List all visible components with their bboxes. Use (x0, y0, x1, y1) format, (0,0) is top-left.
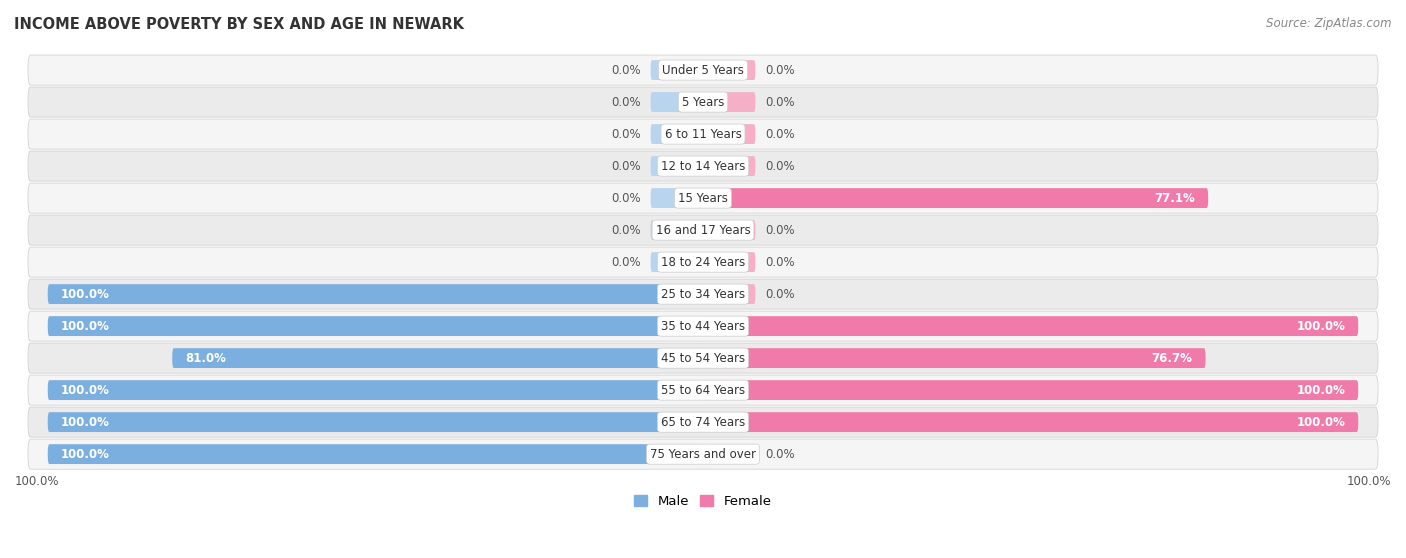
Text: 100.0%: 100.0% (60, 416, 110, 429)
FancyBboxPatch shape (703, 60, 755, 80)
Text: 100.0%: 100.0% (60, 448, 110, 461)
FancyBboxPatch shape (703, 92, 755, 112)
Text: 76.7%: 76.7% (1152, 352, 1192, 364)
Text: 100.0%: 100.0% (60, 320, 110, 333)
FancyBboxPatch shape (28, 279, 1378, 309)
Legend: Male, Female: Male, Female (628, 490, 778, 513)
FancyBboxPatch shape (651, 60, 703, 80)
Text: 65 to 74 Years: 65 to 74 Years (661, 416, 745, 429)
Text: 16 and 17 Years: 16 and 17 Years (655, 224, 751, 237)
Text: 0.0%: 0.0% (765, 128, 794, 141)
Text: 100.0%: 100.0% (60, 383, 110, 397)
FancyBboxPatch shape (703, 220, 755, 240)
Text: 0.0%: 0.0% (765, 64, 794, 76)
FancyBboxPatch shape (703, 252, 755, 272)
FancyBboxPatch shape (703, 348, 1205, 368)
FancyBboxPatch shape (703, 316, 1358, 336)
Text: Under 5 Years: Under 5 Years (662, 64, 744, 76)
Text: 0.0%: 0.0% (765, 287, 794, 301)
Text: 0.0%: 0.0% (612, 224, 641, 237)
Text: 6 to 11 Years: 6 to 11 Years (665, 128, 741, 141)
FancyBboxPatch shape (651, 156, 703, 176)
FancyBboxPatch shape (28, 55, 1378, 85)
Text: 81.0%: 81.0% (186, 352, 226, 364)
Text: 0.0%: 0.0% (765, 160, 794, 172)
FancyBboxPatch shape (28, 215, 1378, 245)
FancyBboxPatch shape (651, 220, 703, 240)
FancyBboxPatch shape (28, 439, 1378, 469)
FancyBboxPatch shape (651, 92, 703, 112)
Text: 100.0%: 100.0% (1296, 383, 1346, 397)
Text: Source: ZipAtlas.com: Source: ZipAtlas.com (1267, 17, 1392, 30)
FancyBboxPatch shape (28, 343, 1378, 373)
Text: 15 Years: 15 Years (678, 191, 728, 205)
FancyBboxPatch shape (28, 407, 1378, 437)
Text: 0.0%: 0.0% (765, 448, 794, 461)
Text: 25 to 34 Years: 25 to 34 Years (661, 287, 745, 301)
FancyBboxPatch shape (651, 188, 703, 208)
Text: 100.0%: 100.0% (15, 475, 59, 488)
FancyBboxPatch shape (703, 156, 755, 176)
FancyBboxPatch shape (703, 124, 755, 144)
FancyBboxPatch shape (651, 252, 703, 272)
Text: 100.0%: 100.0% (1347, 475, 1391, 488)
Text: 100.0%: 100.0% (1296, 320, 1346, 333)
Text: 5 Years: 5 Years (682, 95, 724, 109)
Text: 0.0%: 0.0% (612, 191, 641, 205)
FancyBboxPatch shape (28, 375, 1378, 405)
FancyBboxPatch shape (48, 380, 703, 400)
FancyBboxPatch shape (28, 151, 1378, 181)
Text: 0.0%: 0.0% (612, 160, 641, 172)
Text: 0.0%: 0.0% (765, 95, 794, 109)
FancyBboxPatch shape (48, 316, 703, 336)
FancyBboxPatch shape (48, 284, 703, 304)
FancyBboxPatch shape (703, 412, 1358, 432)
Text: 100.0%: 100.0% (60, 287, 110, 301)
FancyBboxPatch shape (651, 124, 703, 144)
Text: 0.0%: 0.0% (612, 256, 641, 268)
Text: 0.0%: 0.0% (765, 256, 794, 268)
Text: INCOME ABOVE POVERTY BY SEX AND AGE IN NEWARK: INCOME ABOVE POVERTY BY SEX AND AGE IN N… (14, 17, 464, 32)
FancyBboxPatch shape (28, 247, 1378, 277)
Text: 0.0%: 0.0% (612, 95, 641, 109)
FancyBboxPatch shape (48, 412, 703, 432)
FancyBboxPatch shape (703, 380, 1358, 400)
Text: 0.0%: 0.0% (765, 224, 794, 237)
Text: 35 to 44 Years: 35 to 44 Years (661, 320, 745, 333)
FancyBboxPatch shape (703, 188, 1208, 208)
Text: 12 to 14 Years: 12 to 14 Years (661, 160, 745, 172)
Text: 0.0%: 0.0% (612, 128, 641, 141)
FancyBboxPatch shape (173, 348, 703, 368)
Text: 100.0%: 100.0% (1296, 416, 1346, 429)
FancyBboxPatch shape (28, 311, 1378, 341)
Text: 55 to 64 Years: 55 to 64 Years (661, 383, 745, 397)
FancyBboxPatch shape (28, 87, 1378, 117)
Text: 0.0%: 0.0% (612, 64, 641, 76)
Text: 77.1%: 77.1% (1154, 191, 1195, 205)
FancyBboxPatch shape (28, 183, 1378, 213)
Text: 18 to 24 Years: 18 to 24 Years (661, 256, 745, 268)
FancyBboxPatch shape (48, 444, 703, 464)
FancyBboxPatch shape (28, 119, 1378, 149)
FancyBboxPatch shape (703, 284, 755, 304)
FancyBboxPatch shape (703, 444, 755, 464)
Text: 75 Years and over: 75 Years and over (650, 448, 756, 461)
Text: 45 to 54 Years: 45 to 54 Years (661, 352, 745, 364)
